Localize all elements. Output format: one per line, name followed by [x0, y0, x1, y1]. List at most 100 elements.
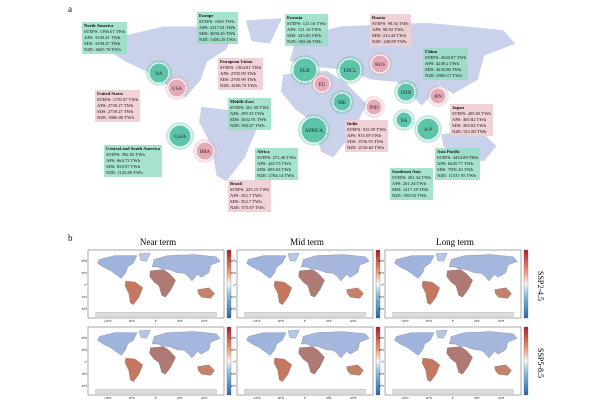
lon-label: 60°E	[177, 397, 183, 400]
scenario-value: SDS: 3198.47 TWh	[84, 41, 121, 46]
lon-label: 120°W	[104, 397, 112, 400]
region-name: United States	[97, 91, 124, 96]
landmass	[138, 252, 151, 262]
lat-label: 30°N	[378, 272, 384, 275]
region-box: Eurasia STEPS: 121.16 TWh APS: 121.16 TWh S…	[285, 14, 328, 46]
scenario-value: NZE: 5450.25 TWh	[199, 37, 236, 42]
scenario-value: SDS: 345.05 TWh	[287, 33, 321, 38]
scenario-value: SDS: 212.44 TWh	[372, 33, 406, 38]
region-box: Europe STEPS: 1945 TWh APS: 3317.01 TWh SDS…	[197, 12, 238, 44]
lon-label: 60°W	[426, 320, 433, 323]
lon-label: 120°E	[498, 320, 505, 323]
region-box: China STEPS: 2630.87 TWh APS: 4249.2 TWh SD…	[423, 48, 469, 80]
region-name: Asia Pacific	[437, 149, 461, 154]
region-box: North America STEPS: 1396.67 TWh APS: 3109…	[82, 22, 128, 54]
lat-label: 0°	[234, 284, 236, 287]
lat-label: 30°S	[231, 373, 237, 376]
column-title: Near term	[140, 237, 176, 247]
scenario-value: APS: 915.59 TWh	[347, 133, 381, 138]
antarctica	[392, 389, 514, 394]
region-marker	[365, 98, 383, 116]
region-marker	[395, 111, 413, 129]
marker-label: CHN	[401, 91, 412, 96]
projection-map	[244, 329, 370, 394]
region-marker	[416, 117, 440, 141]
region-box: Central and South America STEPS: 392.83 T…	[104, 145, 162, 177]
landmass	[138, 329, 151, 339]
region-name: Middle East	[230, 99, 254, 104]
region-name: Europe	[199, 13, 214, 18]
marker-label: AFRICA	[305, 129, 324, 134]
lon-label: 120°W	[401, 397, 409, 400]
region-marker	[167, 78, 187, 98]
lon-label: 120°E	[498, 397, 505, 400]
lon-label: 120°W	[401, 320, 409, 323]
scenario-value: APS: 6445.77 TWh	[437, 161, 474, 166]
scenario-value: SDS: 834.97 TWh	[106, 164, 140, 169]
lat-label: 60°N	[378, 337, 384, 340]
lat-label: 60°N	[378, 260, 384, 263]
region-marker	[195, 141, 215, 161]
landmass	[246, 255, 287, 279]
marker-label: NA	[155, 72, 163, 77]
lat-label: 60°S	[379, 385, 385, 388]
landmass	[346, 364, 364, 376]
lat-label: 60°N	[81, 337, 87, 340]
scenario-value: STEPS: 915.59 TWh	[347, 127, 386, 132]
scenario-value: NZE: 11537.95 TWh	[437, 173, 476, 178]
lon-label: 60°W	[278, 397, 285, 400]
region-box: Middle East STEPS: 261.58 TWh APS: 299.33 …	[228, 98, 271, 130]
region-marker	[148, 62, 170, 84]
lat-label: 0°	[382, 284, 384, 287]
projection-map	[95, 252, 221, 317]
landmass	[421, 357, 440, 382]
lon-label: 60°W	[278, 320, 285, 323]
region-name: Eurasia	[287, 15, 303, 20]
landmass	[446, 269, 473, 298]
landmass	[394, 255, 435, 279]
scenario-value: APS: 305.82 TWh	[452, 117, 486, 122]
lon-label: 60°E	[326, 397, 332, 400]
scenario-value: STEPS: 1364.81 TWh	[220, 65, 262, 70]
scenario-value: SDS: 2759.27 TWh	[97, 109, 134, 114]
region-name: North America	[84, 23, 114, 28]
landmass	[124, 280, 143, 305]
marker-label: RUS	[375, 63, 385, 68]
scenario-value: APS: 664.73 TWh	[106, 158, 140, 163]
colorbar	[375, 326, 381, 396]
landmass	[244, 17, 284, 45]
row-title: SSP5-8.5	[536, 348, 545, 378]
scenario-value: APS: 352.7 TWh	[230, 193, 262, 198]
scenario-value: NZE: 575.87 TWh	[230, 205, 265, 210]
landmass	[301, 331, 370, 359]
lon-label: 60°E	[474, 320, 480, 323]
marker-label: JPN	[434, 95, 443, 100]
lon-label: 0°	[155, 320, 157, 323]
region-box: Southeast Asia STEPS: 201.34 TWh APS: 201.…	[390, 168, 433, 200]
lat-label: 60°S	[82, 308, 88, 311]
landmass	[449, 254, 518, 282]
landmass	[246, 332, 287, 356]
scenario-value: STEPS: 98.92 TWh	[372, 21, 409, 26]
scenario-value: APS: 299.33 TWh	[230, 111, 264, 116]
lon-label: 0°	[304, 320, 306, 323]
lon-label: 120°W	[253, 320, 261, 323]
marker-label: A-P	[424, 128, 432, 133]
antarctica	[95, 389, 217, 394]
landmass	[149, 269, 176, 298]
region-marker	[292, 57, 318, 83]
scenario-value: NZE: 249.89 TWh	[372, 39, 407, 44]
lat-label: 30°S	[379, 373, 385, 376]
region-marker	[313, 75, 331, 93]
scenario-value: NZE: 4603.70 TWh	[84, 47, 121, 52]
scenario-value: STEPS: 225.15 TWh	[230, 187, 269, 192]
lon-label: 120°E	[350, 320, 357, 323]
scenario-value: SDS: 305.82 TWh	[452, 123, 486, 128]
region-marker	[338, 58, 362, 82]
projection-map	[392, 252, 518, 317]
antarctica	[392, 312, 514, 317]
lat-label: 60°N	[81, 260, 87, 263]
landmass	[435, 252, 448, 262]
panel-label: b	[68, 233, 73, 243]
